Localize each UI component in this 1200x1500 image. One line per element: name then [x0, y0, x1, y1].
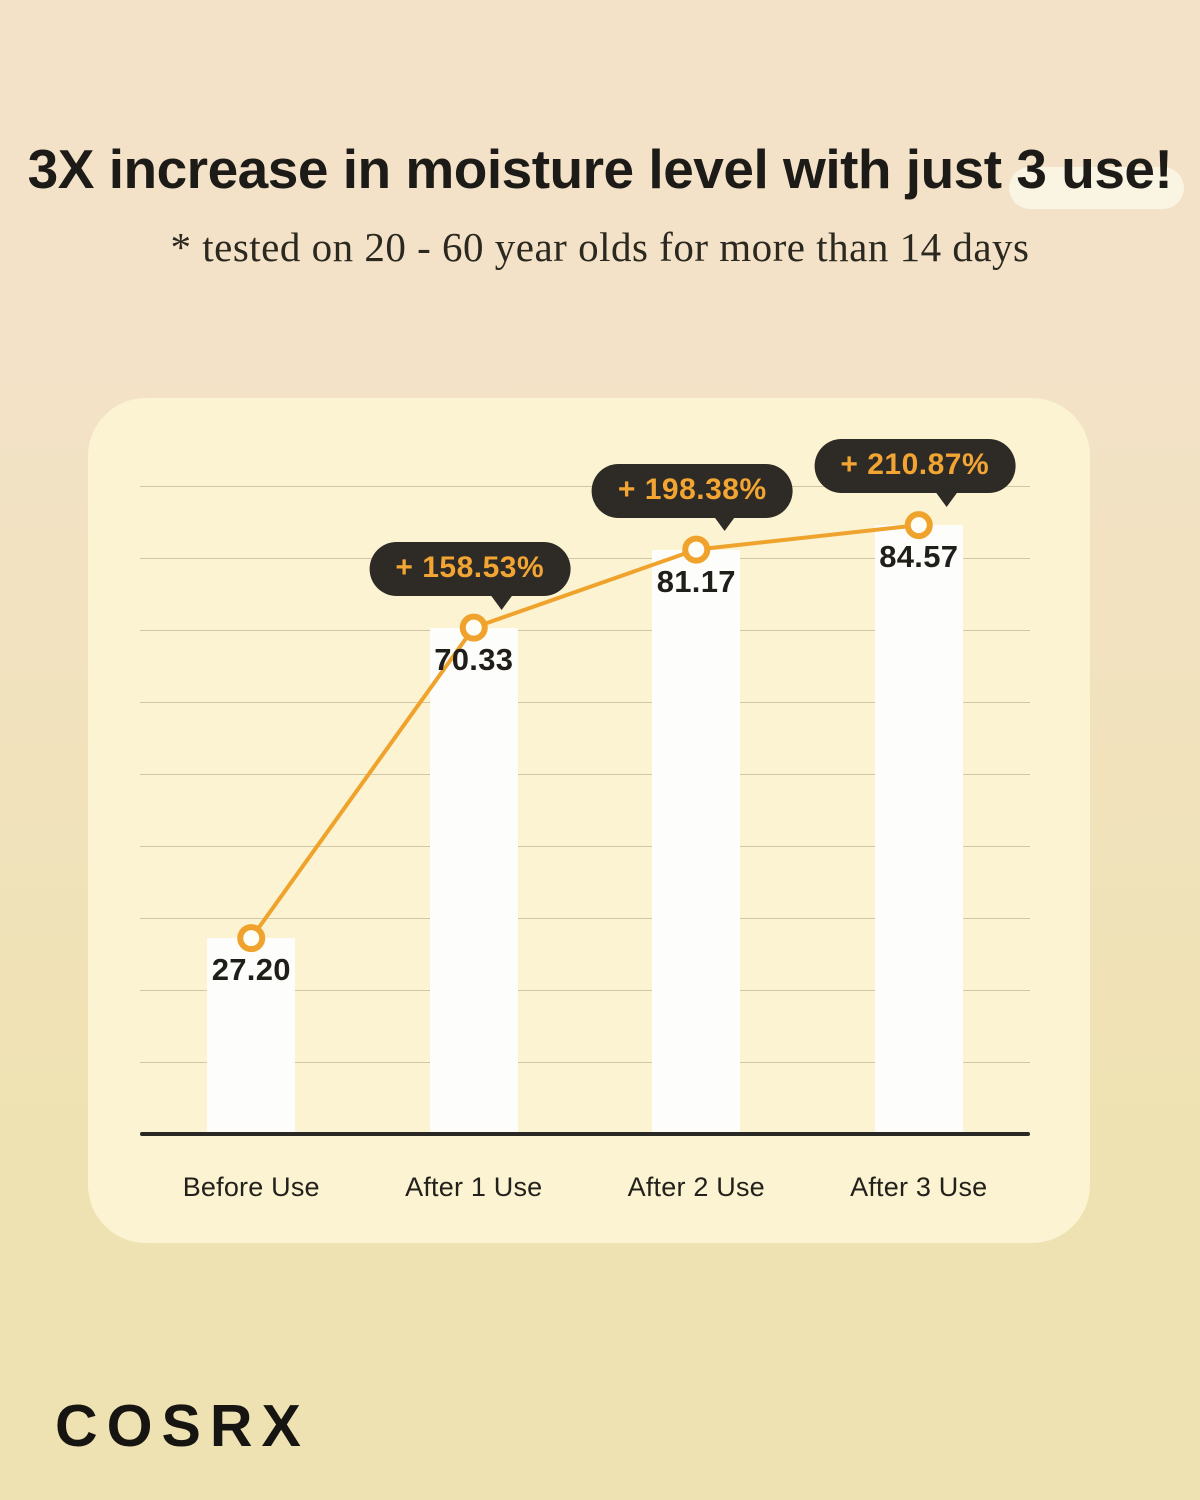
percent-tooltip: + 210.87%: [814, 439, 1016, 494]
x-axis-label: After 1 Use: [405, 1172, 543, 1202]
percent-tooltip: + 198.38%: [591, 463, 793, 518]
gridline: [140, 702, 1030, 703]
gridline: [140, 774, 1030, 775]
data-point-marker: [237, 924, 266, 953]
brand-logo: COSRX: [55, 1393, 310, 1459]
bar-after-1-use: [429, 627, 518, 1134]
subtitle: * tested on 20 - 60 year olds for more t…: [170, 224, 1030, 271]
value-label: 81.17: [656, 563, 736, 599]
trend-line: [249, 523, 919, 940]
header: 3X increase in moisture level with just …: [0, 138, 1200, 271]
gridline: [140, 990, 1030, 991]
gridline: [140, 630, 1030, 631]
gridline: [140, 486, 1030, 487]
data-point-marker: [904, 511, 933, 540]
x-axis-label: After 3 Use: [850, 1172, 988, 1202]
bar-before-use: [207, 938, 296, 1134]
gridline: [140, 846, 1030, 847]
gridline: [140, 1062, 1030, 1063]
bar-after-3-use: [874, 525, 963, 1134]
line-chart-layer: [237, 511, 933, 953]
value-label: 70.33: [434, 641, 514, 677]
x-axis-label: After 2 Use: [627, 1172, 765, 1202]
bar-after-2-use: [652, 549, 741, 1134]
value-label: 27.20: [211, 952, 291, 988]
percent-tooltip: + 158.53%: [369, 541, 571, 596]
chart-panel: 27.20 70.33 81.17 84.57 + 158.53% + 198.38% +…: [88, 398, 1090, 1243]
gridline: [140, 918, 1030, 919]
title-highlight: 3 use!: [1008, 138, 1185, 210]
x-axis-label: Before Use: [182, 1172, 320, 1202]
x-axis-line: [140, 1132, 1030, 1136]
title-main-text: 3X increase in moisture level with just: [27, 138, 1017, 200]
title-highlight-text: 3 use!: [1016, 138, 1173, 200]
page-title: 3X increase in moisture level with just …: [0, 138, 1200, 210]
data-point-marker: [682, 535, 711, 564]
data-point-marker: [459, 613, 488, 642]
gridline: [140, 558, 1030, 559]
value-label: 84.57: [879, 539, 959, 575]
